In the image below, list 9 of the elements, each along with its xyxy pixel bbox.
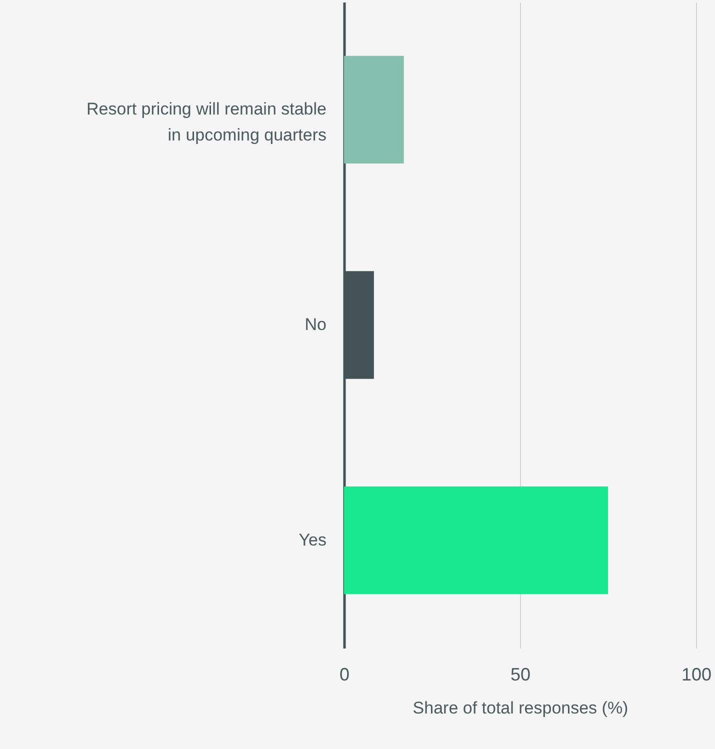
bar — [344, 486, 608, 594]
x-tick-label: 100 — [681, 664, 712, 684]
x-tick-label: 0 — [339, 664, 350, 684]
y-tick-label: Resort pricing will remain stable in upcoming quarters — [86, 100, 326, 145]
x-axis-title: Share of total responses (%) — [412, 698, 628, 718]
y-tick-label: No — [304, 315, 326, 334]
y-tick-label: Yes — [298, 530, 326, 550]
bar — [344, 56, 404, 164]
x-tick-label: 50 — [510, 664, 531, 684]
